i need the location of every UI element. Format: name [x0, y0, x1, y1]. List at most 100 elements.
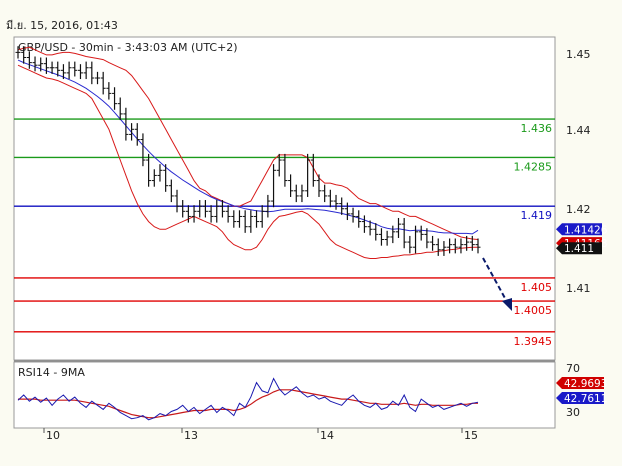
moving-average-line	[17, 59, 479, 235]
price-bar	[361, 215, 367, 233]
price-y-tick: 1.41	[566, 282, 591, 295]
rsi-value-box	[556, 392, 604, 404]
price-bar	[259, 205, 265, 228]
price-bar	[157, 164, 163, 182]
rsi-value-label: 42.9693	[564, 378, 607, 390]
price-bar	[310, 153, 316, 187]
rsi-line	[17, 377, 479, 421]
price-bar	[254, 210, 260, 228]
forecast-arrow-head	[502, 298, 512, 311]
price-tag-label: 1.41426	[564, 224, 608, 236]
x-tick-label: 15	[464, 429, 478, 442]
price-bar	[424, 228, 430, 249]
price-bar	[21, 46, 27, 64]
price-bar	[38, 57, 44, 72]
price-bar	[327, 189, 333, 208]
price-y-tick: 1.42	[566, 203, 591, 216]
price-bar	[322, 184, 328, 203]
price-tag-box	[556, 223, 602, 236]
price-bar	[197, 200, 203, 218]
price-bar	[49, 61, 55, 74]
price-bar	[271, 164, 277, 208]
price-bar	[373, 223, 379, 241]
price-bar	[265, 194, 271, 218]
x-tick-label: 13	[184, 429, 198, 442]
price-bar	[418, 225, 424, 241]
price-bar	[66, 61, 72, 80]
price-bar	[146, 153, 152, 187]
price-bar	[339, 197, 345, 215]
price-tag-label: 1.411	[564, 243, 594, 255]
price-bar	[129, 123, 135, 141]
price-bar	[333, 194, 339, 210]
price-bar	[77, 64, 83, 80]
price-bar	[15, 46, 21, 59]
price-bar	[180, 200, 186, 218]
price-bar	[55, 61, 61, 77]
price-bar	[83, 61, 89, 80]
price-bar	[95, 71, 101, 85]
price-bar	[202, 200, 208, 218]
price-bar	[350, 207, 356, 223]
price-bar	[288, 174, 294, 197]
price-bar	[168, 179, 174, 203]
price-bar	[384, 230, 390, 246]
price-bar	[134, 123, 140, 146]
rsi-panel-title: RSI14 - 9MA	[18, 366, 85, 379]
price-bar	[163, 164, 169, 192]
price-bar	[407, 235, 413, 254]
price-bar	[305, 153, 311, 197]
level-label: 1.419	[521, 209, 553, 222]
bollinger-lower-line	[17, 64, 478, 259]
rsi-y-tick: 30	[566, 406, 580, 419]
price-bar	[469, 235, 475, 251]
price-bar	[123, 107, 129, 141]
price-bar	[299, 184, 305, 203]
price-bar	[100, 71, 106, 95]
price-bar	[106, 82, 112, 100]
price-y-tick: 1.45	[566, 48, 591, 61]
price-bar	[475, 238, 481, 254]
price-bar	[72, 61, 78, 77]
price-bar	[26, 51, 32, 69]
rsi-value-label: 42.7611	[564, 393, 607, 405]
price-y-tick: 1.44	[566, 124, 591, 137]
price-bar	[276, 153, 282, 177]
price-bar	[378, 228, 384, 246]
price-bar	[401, 217, 407, 249]
price-bar	[367, 220, 373, 236]
price-bar	[191, 205, 197, 223]
price-bar	[464, 235, 470, 251]
price-bar	[174, 189, 180, 213]
price-panel-title: GBP/USD - 30min - 3:43:03 AM (UTC+2)	[18, 41, 238, 54]
price-bar	[242, 210, 248, 233]
price-bar	[282, 153, 288, 187]
price-bar	[112, 87, 118, 110]
price-bar	[117, 97, 123, 121]
level-label: 1.436	[521, 122, 553, 135]
price-bar	[32, 56, 38, 72]
price-bar	[356, 210, 362, 228]
price-bar	[395, 217, 401, 238]
price-bar	[219, 200, 225, 218]
price-panel	[13, 36, 556, 361]
price-bar	[151, 169, 157, 187]
price-tag-box	[556, 242, 602, 255]
price-bar	[413, 225, 419, 254]
price-bar	[447, 238, 453, 254]
price-bar	[458, 238, 464, 254]
header-datetime: มี.ย. 15, 2016, 01:43	[6, 19, 118, 32]
level-label: 1.405	[521, 281, 553, 294]
x-tick-label: 10	[46, 429, 60, 442]
price-bar	[43, 57, 49, 74]
price-bar	[208, 205, 214, 223]
level-label: 1.4005	[514, 304, 553, 317]
price-bar	[60, 64, 66, 80]
price-bar	[435, 238, 441, 256]
price-bar	[430, 235, 436, 251]
price-bar	[89, 61, 95, 85]
bollinger-upper-line	[17, 46, 479, 240]
price-bar	[344, 202, 350, 221]
